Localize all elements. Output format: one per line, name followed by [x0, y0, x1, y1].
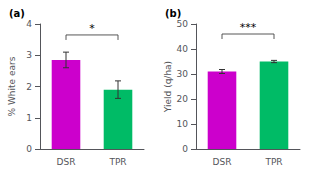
svg-text:50: 50: [177, 19, 189, 29]
svg-text:TPR: TPR: [108, 157, 126, 167]
svg-text:30: 30: [177, 69, 189, 79]
svg-text:(a): (a): [9, 8, 25, 19]
svg-text:DSR: DSR: [213, 157, 232, 167]
svg-text:(b): (b): [165, 8, 181, 19]
svg-text:*: *: [89, 22, 95, 35]
svg-text:1: 1: [26, 113, 32, 123]
svg-text:4: 4: [26, 19, 32, 29]
svg-text:10: 10: [177, 119, 189, 129]
svg-text:DSR: DSR: [57, 157, 76, 167]
svg-text:0: 0: [26, 144, 32, 154]
svg-text:***: ***: [240, 21, 257, 34]
svg-text:% White ears: % White ears: [7, 56, 17, 116]
svg-text:2: 2: [26, 82, 32, 92]
svg-text:3: 3: [26, 50, 32, 60]
svg-text:TPR: TPR: [264, 157, 282, 167]
svg-text:20: 20: [177, 94, 189, 104]
svg-text:Yield (q/ha): Yield (q/ha): [163, 61, 173, 113]
svg-text:40: 40: [177, 44, 189, 54]
svg-text:0: 0: [182, 144, 188, 154]
